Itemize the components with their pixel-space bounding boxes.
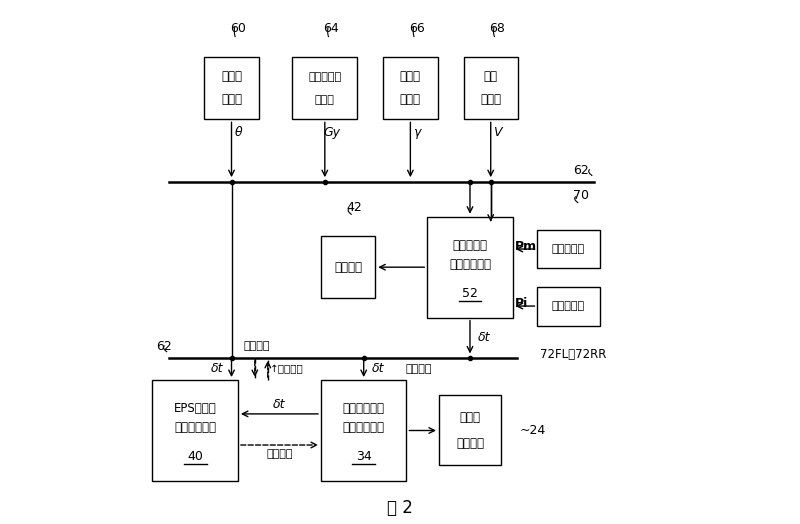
Text: 40: 40 [187,450,203,463]
Text: 42: 42 [346,201,362,214]
Text: 传感器: 传感器 [315,95,334,105]
Text: ~24: ~24 [519,424,546,437]
Bar [383,57,438,119]
Text: 66: 66 [409,22,425,35]
Text: 64: 64 [323,22,339,35]
Text: 传感器: 传感器 [221,93,242,106]
Text: 压力传感器: 压力传感器 [552,244,585,254]
Bar [321,236,375,298]
Bar [463,57,518,119]
Text: 转向角: 转向角 [221,70,242,83]
Bar [293,57,358,119]
Text: 转向角: 转向角 [459,411,481,424]
Text: 电子控制设备: 电子控制设备 [449,258,491,271]
Text: 62: 62 [156,340,172,353]
Text: 压力传感器: 压力传感器 [552,301,585,311]
Text: V: V [494,126,502,139]
Text: 转向角控制用: 转向角控制用 [342,402,385,415]
Text: 监视结果: 监视结果 [405,364,432,374]
Bar [204,57,258,119]
Text: 52: 52 [462,287,478,300]
Text: δt: δt [478,331,490,344]
Text: 电子控制设备: 电子控制设备 [342,421,385,434]
Bar [538,230,600,268]
Text: 62: 62 [574,163,590,177]
Text: 判定结果: 判定结果 [243,342,270,352]
Bar [538,287,600,325]
Text: δt: δt [274,398,286,411]
Text: 68: 68 [489,22,505,35]
Bar [427,216,513,318]
Text: 制动设备: 制动设备 [334,260,362,274]
Text: 70: 70 [574,189,590,202]
Text: 调节设备: 调节设备 [456,437,484,450]
Text: EPS控制用: EPS控制用 [174,402,217,415]
Text: 行为控制用: 行为控制用 [453,239,487,252]
Text: δt: δt [371,363,384,375]
Text: 车速: 车速 [484,70,498,83]
Text: 判定结果: 判定结果 [266,450,293,460]
Text: 横向加速度: 横向加速度 [308,72,342,82]
Bar [439,396,501,465]
Text: 34: 34 [356,450,371,463]
Text: γ: γ [414,126,421,139]
Text: θ: θ [234,126,242,139]
Text: 传感器: 传感器 [480,93,502,106]
Bar [321,380,406,481]
Text: 60: 60 [230,22,246,35]
Text: 横摘率: 横摘率 [400,70,421,83]
Text: ↑监视结果: ↑监视结果 [270,364,304,374]
Text: Pi: Pi [515,297,529,310]
Text: 传感器: 传感器 [400,93,421,106]
Text: 电子控制设备: 电子控制设备 [174,421,216,434]
Text: Gy: Gy [323,126,340,139]
Bar [153,380,238,481]
Text: 图 2: 图 2 [387,499,413,517]
Text: 72FL～72RR: 72FL～72RR [541,347,607,361]
Text: Pm: Pm [515,240,538,253]
Text: δt: δt [211,363,224,375]
